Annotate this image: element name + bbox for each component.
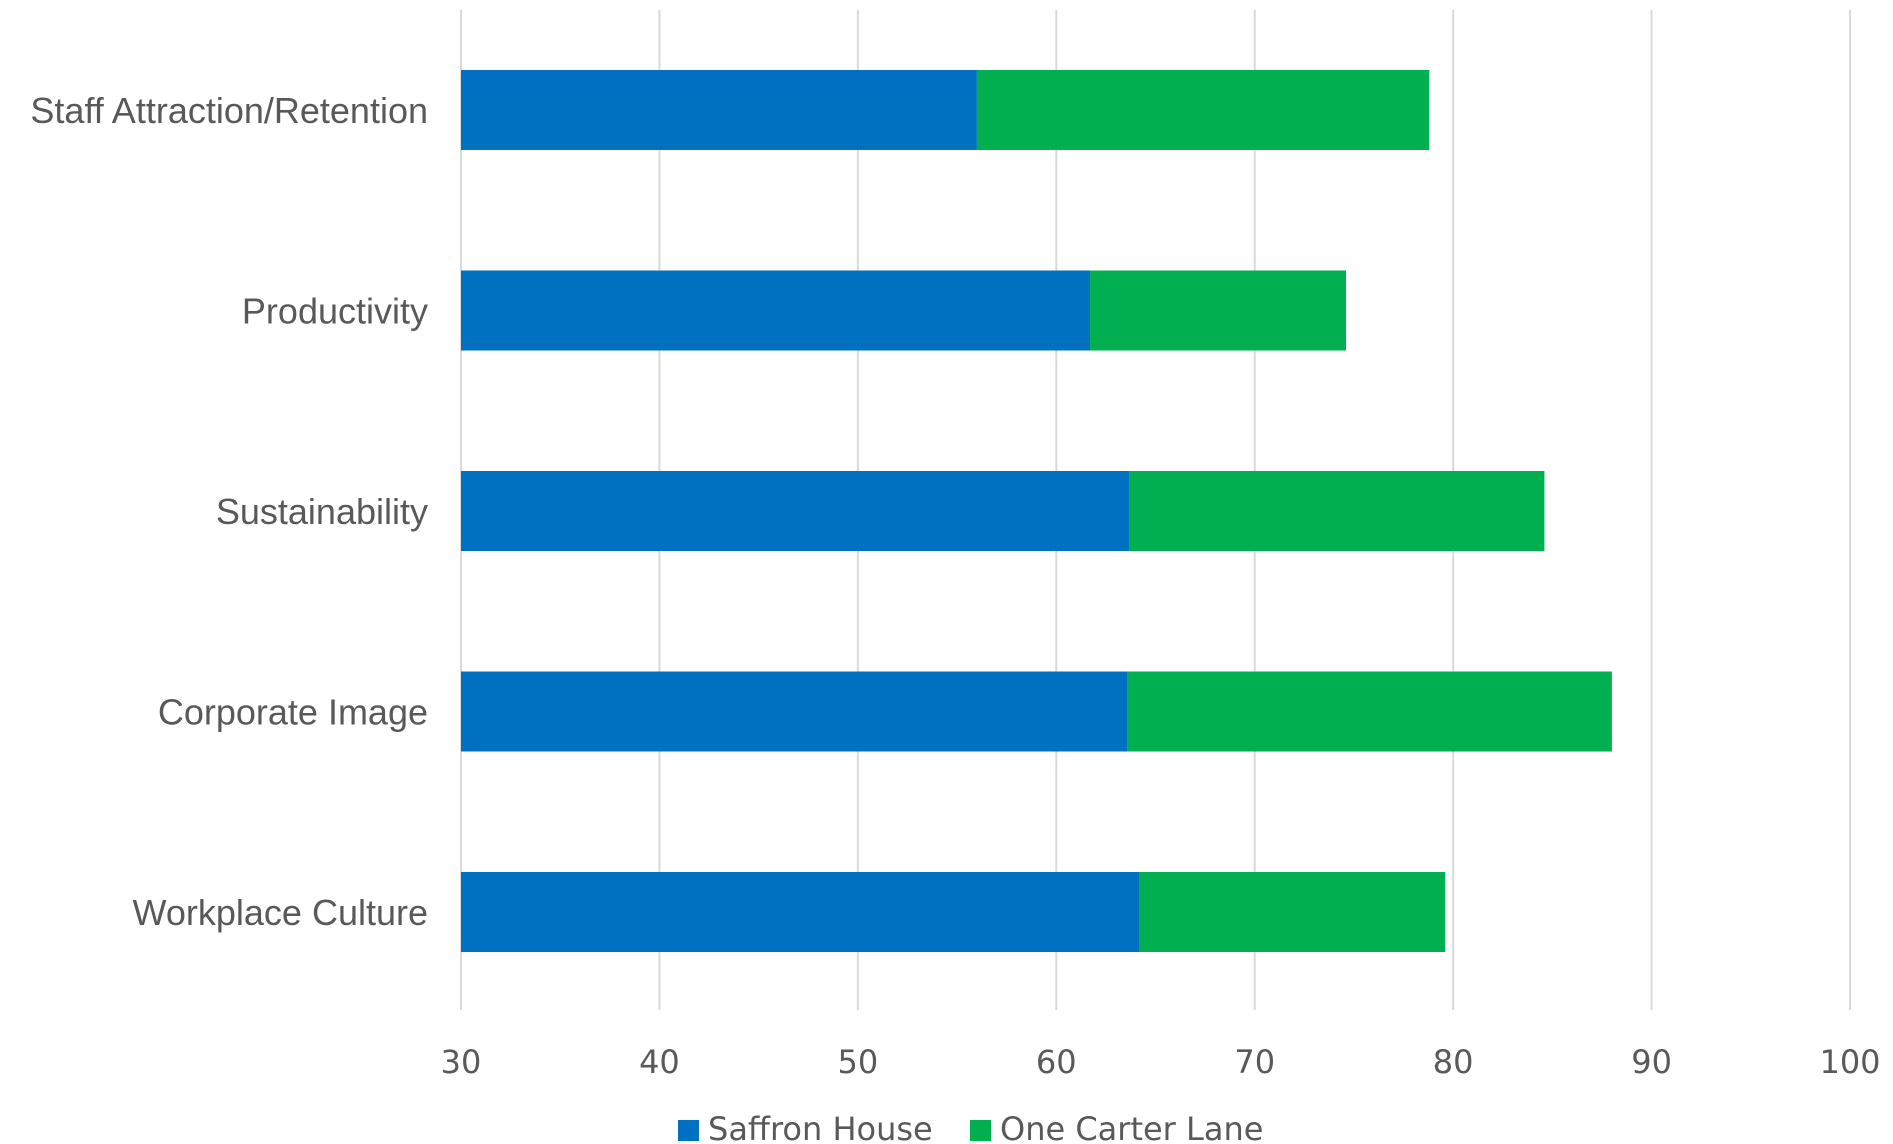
bar-saffron-house-1 <box>461 270 1091 351</box>
bar-saffron-house-3 <box>461 671 1128 752</box>
legend-swatch-1 <box>970 1120 991 1141</box>
legend-label-0: Saffron House <box>708 1110 933 1144</box>
category-label-3: Corporate Image <box>158 692 428 733</box>
legend-label-1: One Carter Lane <box>1000 1110 1263 1144</box>
bar-one-carter-lane-0 <box>976 70 1430 150</box>
bar-saffron-house-4 <box>461 872 1140 952</box>
bar-one-carter-lane-1 <box>1090 270 1346 351</box>
category-labels: Staff Attraction/Retention Productivity Su… <box>30 90 428 933</box>
bars <box>461 70 1612 952</box>
legend-swatch-0 <box>678 1120 699 1141</box>
x-tick-label-90: 90 <box>1631 1043 1672 1081</box>
bar-one-carter-lane-2 <box>1129 471 1545 551</box>
x-tick-label-30: 30 <box>441 1043 482 1081</box>
x-tick-label-80: 80 <box>1433 1043 1474 1081</box>
category-label-1: Productivity <box>242 291 428 332</box>
x-tick-label-60: 60 <box>1036 1043 1077 1081</box>
legend: Saffron House One Carter Lane <box>678 1110 1263 1144</box>
x-tick-label-50: 50 <box>837 1043 878 1081</box>
category-label-2: Sustainability <box>216 491 428 532</box>
bar-saffron-house-2 <box>461 471 1130 551</box>
bar-one-carter-lane-4 <box>1139 872 1446 952</box>
category-label-0: Staff Attraction/Retention <box>30 90 428 131</box>
x-tick-label-70: 70 <box>1234 1043 1275 1081</box>
x-tick-label-40: 40 <box>639 1043 680 1081</box>
category-label-4: Workplace Culture <box>133 892 428 933</box>
x-axis-ticks: 30 40 50 60 70 80 90 100 <box>441 1043 1881 1081</box>
x-tick-label-100: 100 <box>1819 1043 1880 1081</box>
bar-saffron-house-0 <box>461 70 977 150</box>
bar-one-carter-lane-3 <box>1127 671 1612 752</box>
